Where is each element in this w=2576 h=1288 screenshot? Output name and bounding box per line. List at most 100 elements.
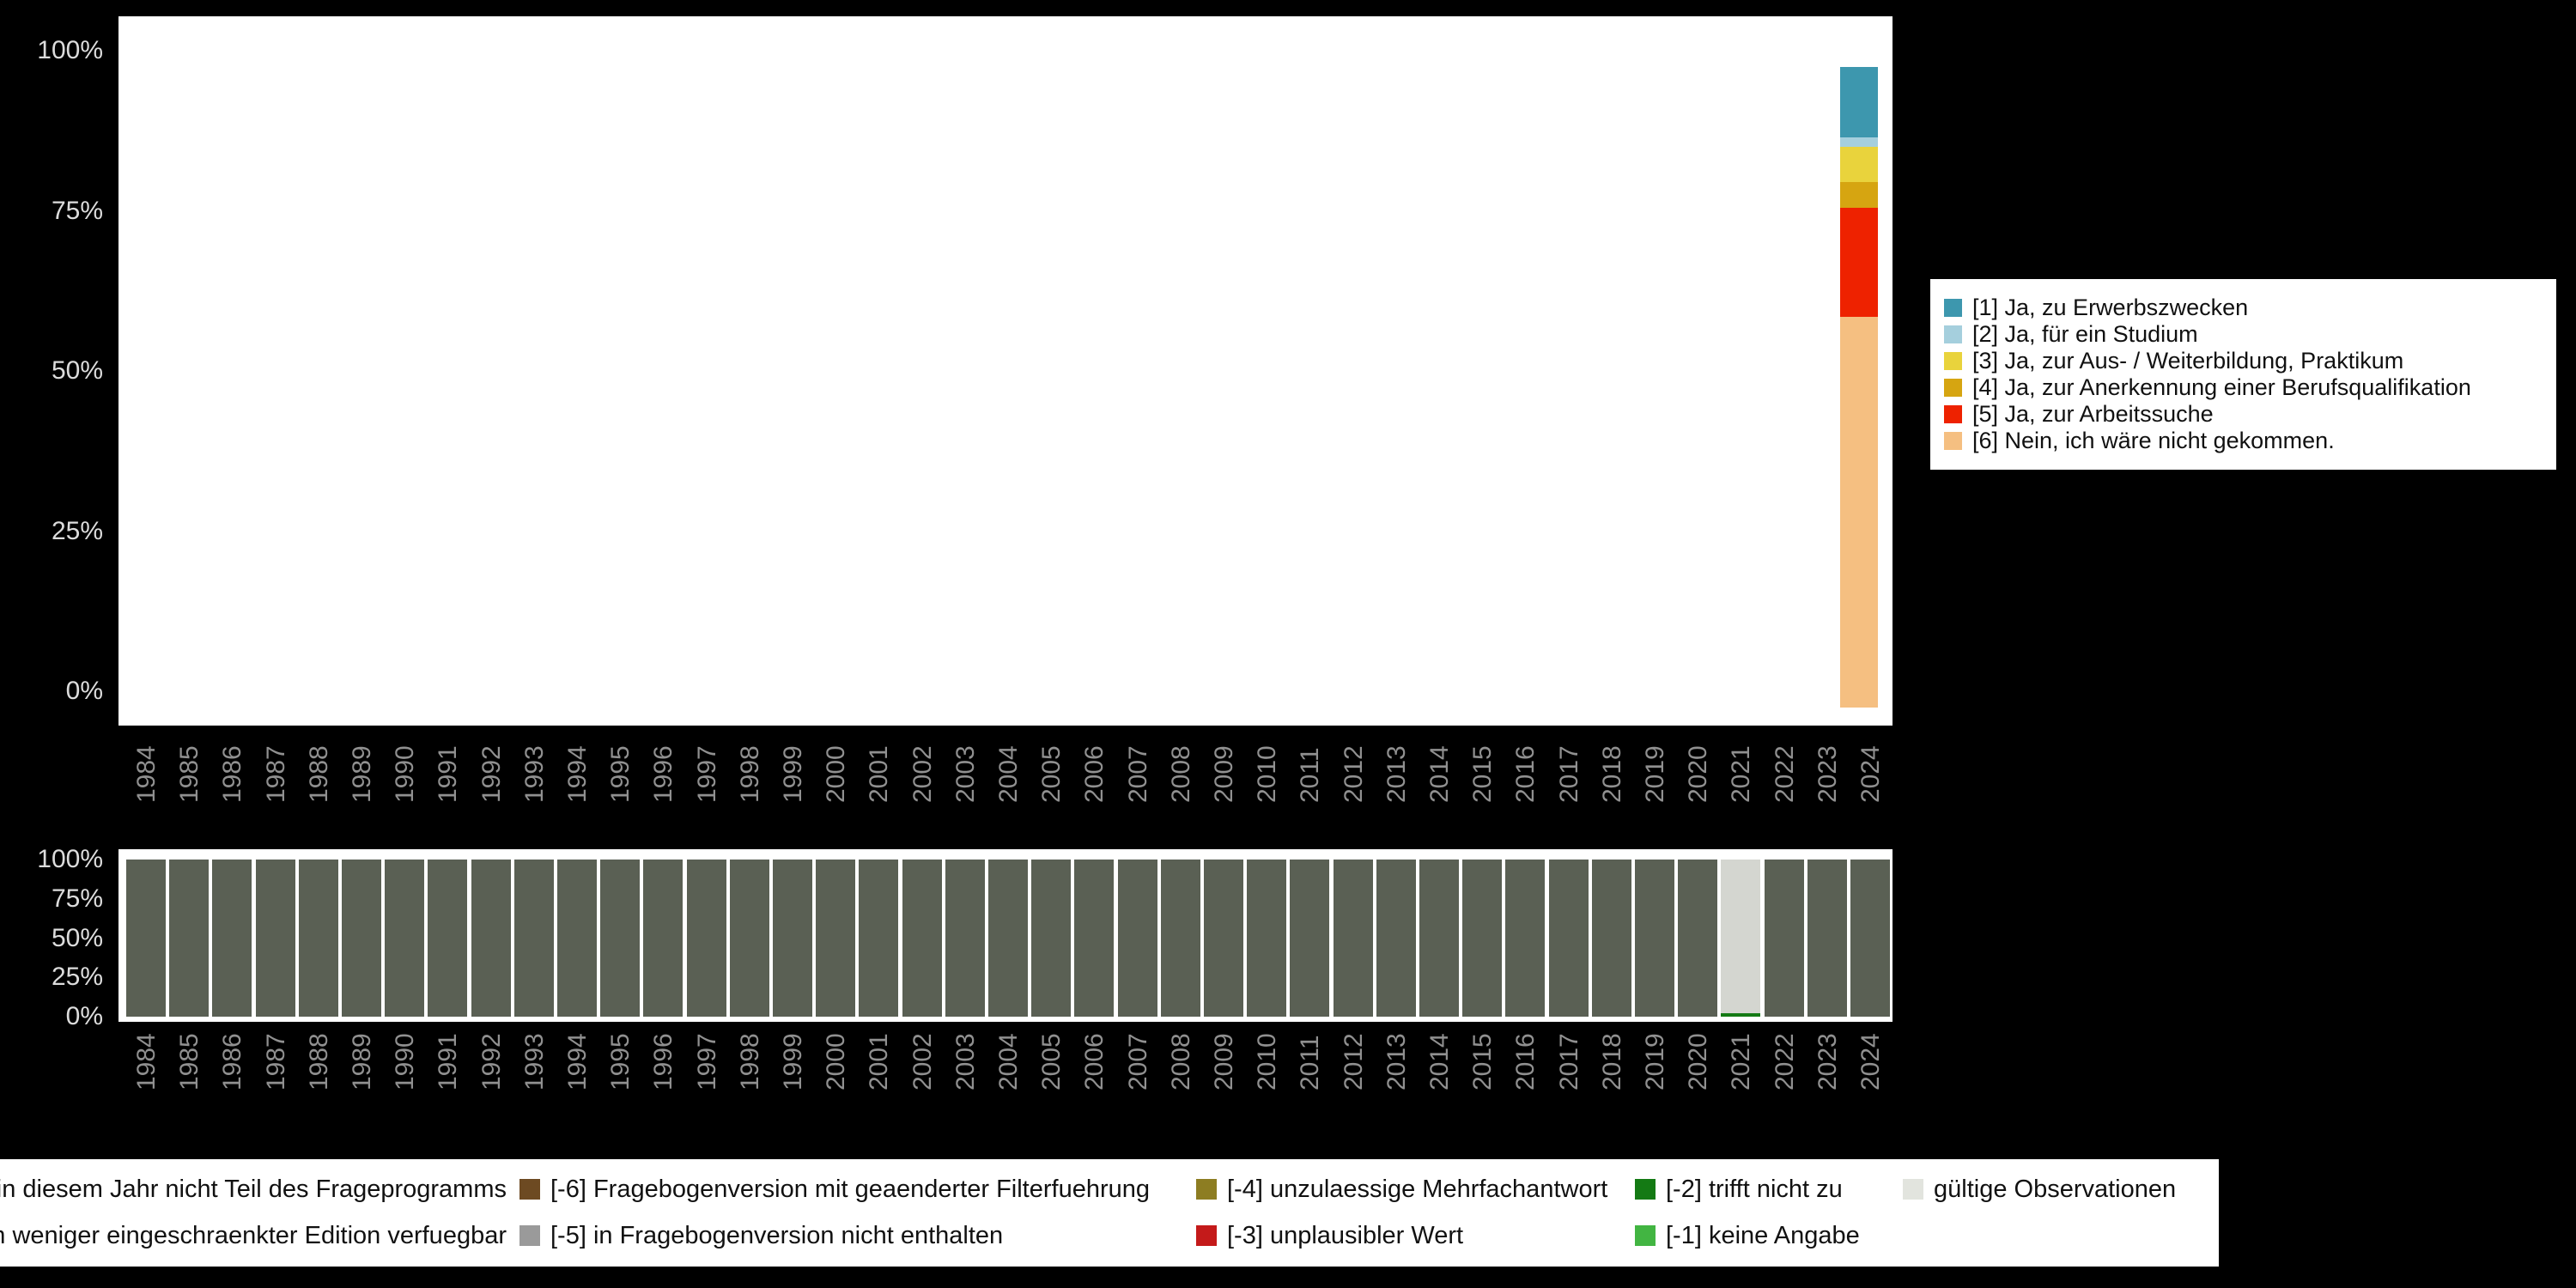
availability-bar-2019[interactable] <box>1635 860 1674 1017</box>
legend-swatch <box>1944 352 1962 370</box>
availability-bar-1994[interactable] <box>557 860 597 1017</box>
availability-bar-1988[interactable] <box>298 860 338 1017</box>
availability-bar-1987[interactable] <box>255 860 295 1017</box>
availability-bar-2001[interactable] <box>859 860 899 1017</box>
availability-bar-2020[interactable] <box>1678 860 1718 1017</box>
legend-label: [-1] keine Angabe <box>1666 1221 1860 1249</box>
x-axis-year-label: 2004 <box>994 1033 1023 1091</box>
availability-bar-1985[interactable] <box>169 860 210 1017</box>
availability-bar-2017[interactable] <box>1548 860 1589 1017</box>
availability-bar-2012[interactable] <box>1333 860 1373 1017</box>
x-axis-year-label: 1999 <box>779 745 807 803</box>
availability-bar-2004[interactable] <box>988 860 1028 1017</box>
bar-segment[interactable] <box>1840 316 1878 708</box>
x-axis-year-label: 2013 <box>1382 1033 1411 1091</box>
y-axis-tick-label: 50% <box>51 356 103 385</box>
availability-bar-1990[interactable] <box>385 860 425 1017</box>
bar-segment[interactable] <box>1840 137 1878 148</box>
x-axis-year-label: 2003 <box>951 1033 980 1091</box>
availability-bar-2023[interactable] <box>1807 860 1847 1017</box>
legend-label: [5] Ja, zur Arbeitssuche <box>1972 401 2214 427</box>
availability-bar-1986[interactable] <box>212 860 252 1017</box>
x-axis-year-label: 2020 <box>1684 745 1713 803</box>
availability-bar-2000[interactable] <box>816 860 856 1017</box>
x-axis-year-label: 2007 <box>1123 745 1152 803</box>
availability-bar-2022[interactable] <box>1764 860 1804 1017</box>
x-axis-year-label: 1992 <box>477 745 506 803</box>
legend-label: in diesem Jahr nicht Teil des Frageprogr… <box>0 1175 507 1203</box>
availability-bar-2002[interactable] <box>902 860 942 1017</box>
x-axis-year-label: 1997 <box>692 1033 721 1091</box>
availability-bar-2011[interactable] <box>1290 860 1330 1017</box>
x-axis-year-label: 1985 <box>175 1033 204 1091</box>
availability-bar-2018[interactable] <box>1591 860 1631 1017</box>
availability-bar-2007[interactable] <box>1117 860 1157 1017</box>
legend-swatch <box>1635 1179 1656 1200</box>
x-axis-year-label: 2024 <box>1856 745 1885 803</box>
y-axis-tick-label: 0% <box>65 677 103 705</box>
x-axis-year-label: 2012 <box>1339 745 1368 803</box>
availability-bar-2014[interactable] <box>1419 860 1459 1017</box>
x-axis-year-label: 2011 <box>1296 1035 1325 1091</box>
x-axis-year-label: 2020 <box>1684 1033 1713 1091</box>
x-axis-year-label: 1987 <box>261 1033 290 1091</box>
availability-bar-2009[interactable] <box>1204 860 1243 1017</box>
y-axis-tick-label: 75% <box>51 884 103 913</box>
x-axis-year-label: 1988 <box>304 1033 333 1091</box>
legend-label: gültige Observationen <box>1934 1175 2177 1203</box>
missing-legend-entry: [-5] in Fragebogenversion nicht enthalte… <box>519 1221 1003 1250</box>
missing-legend-entry: [-4] unzulaessige Mehrfachantwort <box>1196 1175 1607 1204</box>
availability-bar-1995[interactable] <box>600 860 641 1017</box>
x-axis-year-label: 2015 <box>1468 745 1498 803</box>
legend-swatch <box>519 1225 540 1246</box>
x-axis-year-label: 2008 <box>1166 1033 1195 1091</box>
availability-bar-1993[interactable] <box>513 860 554 1017</box>
bar-segment[interactable] <box>1840 208 1878 317</box>
stacked-bar-2021[interactable] <box>1840 67 1878 708</box>
x-axis-year-label: 2009 <box>1210 1033 1238 1091</box>
x-axis-year-label: 2016 <box>1511 745 1540 803</box>
legend-label: [2] Ja, für ein Studium <box>1972 321 2198 347</box>
availability-bar-1992[interactable] <box>471 860 511 1017</box>
x-axis-year-label: 2019 <box>1641 1033 1669 1091</box>
availability-bar-2006[interactable] <box>1074 860 1115 1017</box>
x-axis-year-label: 1988 <box>304 745 333 803</box>
bar-segment[interactable] <box>1840 182 1878 209</box>
x-axis-year-label: 1991 <box>434 1033 463 1091</box>
x-axis-year-label: 2005 <box>1037 1033 1066 1091</box>
legend-label: [1] Ja, zu Erwerbszwecken <box>1972 295 2249 320</box>
x-axis-year-label: 1996 <box>649 1033 678 1091</box>
availability-bar-1999[interactable] <box>773 860 812 1017</box>
availability-bar-1984[interactable] <box>126 860 166 1017</box>
availability-bar-2024[interactable] <box>1850 860 1890 1017</box>
availability-bar-1998[interactable] <box>729 860 769 1017</box>
availability-bar-2003[interactable] <box>945 860 985 1017</box>
bar-segment[interactable] <box>1840 147 1878 183</box>
x-axis-year-label: 1990 <box>391 1033 420 1091</box>
availability-bar-1996[interactable] <box>643 860 683 1017</box>
missing-legend-entry: gültige Observationen <box>1903 1175 2176 1204</box>
legend-swatch <box>1196 1179 1217 1200</box>
x-axis-year-label: 2000 <box>822 1033 851 1091</box>
x-axis-year-label: 2022 <box>1770 745 1799 803</box>
availability-bar-2010[interactable] <box>1247 860 1287 1017</box>
availability-bar-2013[interactable] <box>1376 860 1416 1017</box>
availability-bar-2005[interactable] <box>1031 860 1072 1017</box>
bar-segment[interactable] <box>1840 67 1878 138</box>
x-axis-year-label: 2010 <box>1253 745 1282 803</box>
availability-bar-2021[interactable] <box>1721 860 1761 1017</box>
x-axis-year-label: 1990 <box>391 745 420 803</box>
x-axis-year-label: 1991 <box>434 745 463 803</box>
availability-bar-2016[interactable] <box>1505 860 1546 1017</box>
availability-bar-1989[interactable] <box>342 860 381 1017</box>
availability-bar-1991[interactable] <box>428 860 468 1017</box>
x-axis-year-label: 2007 <box>1123 1033 1152 1091</box>
availability-bar-2008[interactable] <box>1160 860 1200 1017</box>
x-axis-year-label: 2002 <box>908 745 937 803</box>
availability-bar-1997[interactable] <box>686 860 726 1017</box>
legend-swatch <box>1944 325 1962 343</box>
availability-bar-2015[interactable] <box>1462 860 1503 1017</box>
x-axis-year-label: 2012 <box>1339 1033 1368 1091</box>
x-axis-year-label: 1998 <box>735 745 764 803</box>
legend-label: [-4] unzulaessige Mehrfachantwort <box>1227 1175 1608 1203</box>
